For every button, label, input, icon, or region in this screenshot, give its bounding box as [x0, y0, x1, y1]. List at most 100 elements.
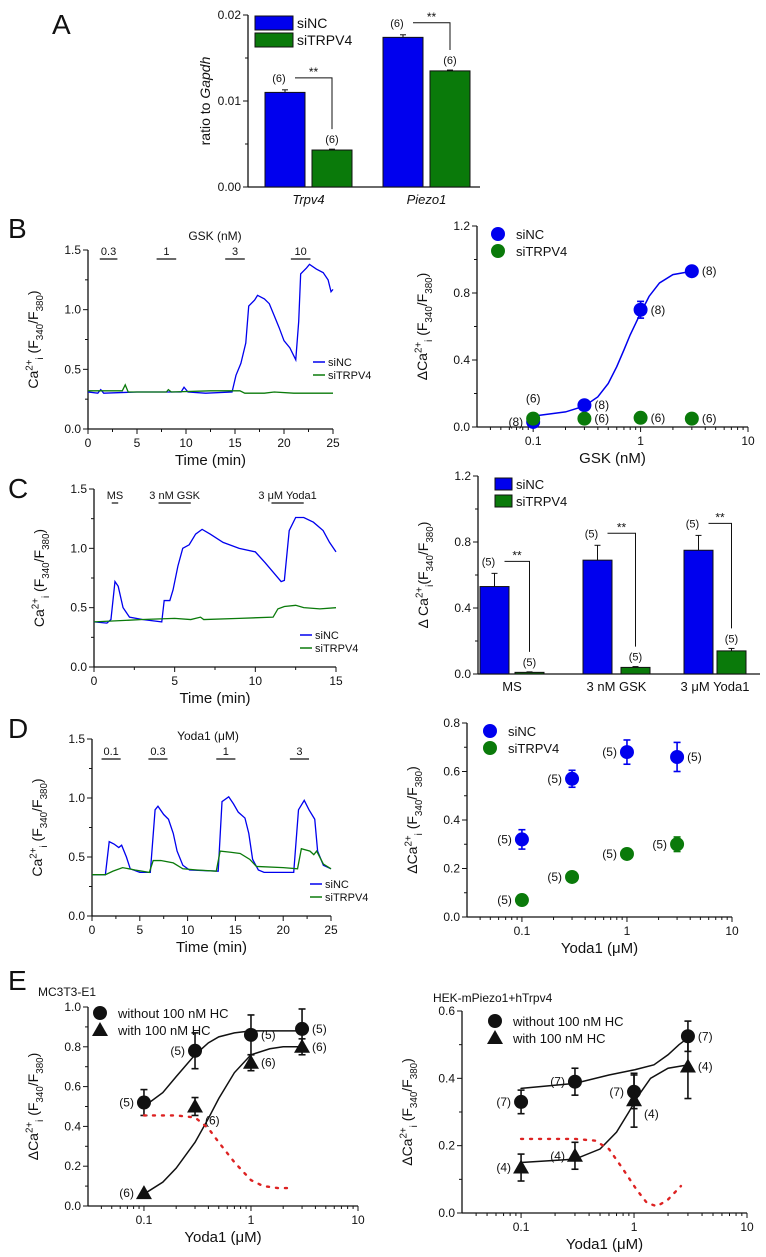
stimulus-label: 1 — [163, 246, 169, 258]
n-label: (7) — [550, 1075, 565, 1089]
category-label: Piezo1 — [407, 192, 447, 207]
y-tick-label: 0.6 — [438, 1004, 455, 1018]
n-label: (6) — [261, 1056, 276, 1070]
n-label: (6) — [390, 18, 403, 30]
n-label: (5) — [686, 518, 699, 530]
label-part: 2+ — [30, 598, 41, 609]
n-label: (7) — [698, 1029, 713, 1043]
significance-stars: ** — [512, 548, 522, 562]
chart-C2: 0.0 0.4 0.8 1.2 Δ Ca2+i(F340/F380) (5) (5) ** MS… — [414, 469, 760, 694]
label-part: i — [414, 833, 425, 835]
y-tick-label: 0.2 — [438, 1139, 455, 1153]
triangle-marker — [626, 1092, 643, 1107]
n-label: (6) — [443, 55, 456, 67]
x-tick-label: 15 — [228, 436, 242, 450]
n-label: (5) — [585, 528, 598, 540]
label-part: /F — [25, 1074, 41, 1086]
label-part: Ca — [31, 609, 47, 627]
legend-label: siTRPV4 — [297, 32, 352, 48]
trace-siTRPV4 — [93, 604, 337, 623]
circle-marker — [633, 302, 648, 317]
circle-marker — [514, 1094, 529, 1109]
x-axis-label: Time (min) — [175, 452, 246, 469]
legend-circle — [483, 741, 497, 755]
n-label: (4) — [496, 1161, 511, 1175]
x-tick-label: 10 — [725, 924, 739, 938]
label-part: 2+ — [398, 1127, 409, 1138]
triangle-marker — [135, 1185, 152, 1200]
y-tick-label: 0.8 — [454, 535, 471, 549]
legend-label: siNC — [325, 879, 349, 891]
y-tick-label: 1.5 — [64, 243, 81, 257]
label-part: /F — [404, 787, 420, 799]
x-tick-label: 25 — [326, 436, 340, 450]
label-part: 380 — [39, 783, 50, 800]
triangle-marker — [679, 1058, 696, 1073]
y-tick-label: 1.2 — [453, 219, 470, 233]
y-axis-label: ΔCa2+i (F340/F380) — [413, 273, 435, 381]
n-label: (5) — [652, 837, 667, 851]
x-tick-label: 0.1 — [525, 434, 542, 448]
x-tick-label: 0.1 — [513, 1220, 530, 1234]
triangle-marker — [187, 1098, 204, 1113]
legend-triangle — [487, 1030, 503, 1044]
label-part: 2+ — [414, 587, 425, 598]
trace-siTRPV4 — [88, 383, 333, 394]
circle-marker — [670, 749, 685, 764]
stimulus-label: 0.3 — [150, 746, 165, 758]
label-part: /F — [31, 550, 47, 562]
bar-siTRPV4 — [514, 671, 545, 675]
legend-circle — [491, 227, 505, 241]
x-axis-label: GSK (nM) — [579, 450, 646, 467]
n-label: (6) — [205, 1114, 220, 1128]
label-part: /F — [399, 1079, 415, 1091]
x-tick-label: 0 — [85, 436, 92, 450]
y-tick-label: 0.6 — [64, 1080, 81, 1094]
label-part: /F — [414, 294, 430, 306]
label-part: ) — [415, 522, 431, 527]
bar-siNC — [479, 586, 510, 675]
y-tick-label: 0.0 — [453, 420, 470, 434]
legend-circle — [483, 724, 497, 738]
y-tick-label: 0.4 — [438, 1071, 455, 1085]
chart-C1: 0.0 0.5 1.0 1.5 Ca2+i (F340/F380) 0 5 10 15 Time … — [30, 482, 358, 707]
label-part: 380 — [424, 277, 435, 294]
label-part: i — [425, 585, 436, 587]
significance-stars: ** — [617, 520, 627, 534]
legend-circle — [491, 244, 505, 258]
y-axis-label: Ca2+i (F340/F380) — [28, 778, 50, 876]
circle-marker — [565, 869, 580, 884]
y-tick-label: 0.00 — [218, 180, 242, 194]
label-part: ) — [404, 766, 420, 771]
label-part: ) — [414, 273, 430, 278]
circle-marker — [136, 1095, 151, 1110]
label-part: i — [424, 340, 435, 342]
significance-bracket — [708, 522, 732, 629]
circle-marker — [577, 411, 592, 426]
stimulus-label: 0.1 — [103, 746, 118, 758]
label-part: 380 — [409, 1062, 420, 1079]
y-tick-label: 0.0 — [454, 667, 471, 681]
y-tick-label: 0.5 — [68, 850, 85, 864]
n-label: (5) — [602, 847, 617, 861]
n-label: (5) — [497, 832, 512, 846]
legend-label: without 100 nM HC — [512, 1014, 624, 1029]
x-axis-label: Yoda1 (μM) — [566, 1236, 643, 1253]
label-part: (F — [414, 323, 430, 340]
significance-bracket — [607, 532, 636, 647]
x-tick-label: 20 — [277, 436, 291, 450]
legend-label: siTRPV4 — [328, 370, 371, 382]
x-tick-label: 1 — [624, 924, 631, 938]
x-tick-label: 0.1 — [136, 1213, 153, 1227]
circle-marker — [670, 837, 685, 852]
n-label: (5) — [170, 1044, 185, 1058]
legend-circle — [93, 1006, 107, 1020]
n-label: (5) — [497, 893, 512, 907]
x-tick-label: 20 — [277, 923, 291, 937]
label-part: /F — [25, 311, 41, 323]
chart-B2: 0.0 0.4 0.8 1.2 ΔCa2+i (F340/F380) 0.1 1 10 GSK … — [413, 219, 755, 467]
chart-A: 0.00 0.01 0.02 ratio to Gapdh (6) (6) ** Trpv4 (… — [197, 8, 480, 207]
n-label: (6) — [325, 134, 338, 146]
triangle-marker — [242, 1054, 259, 1069]
panel-letter-B: B — [8, 213, 27, 244]
